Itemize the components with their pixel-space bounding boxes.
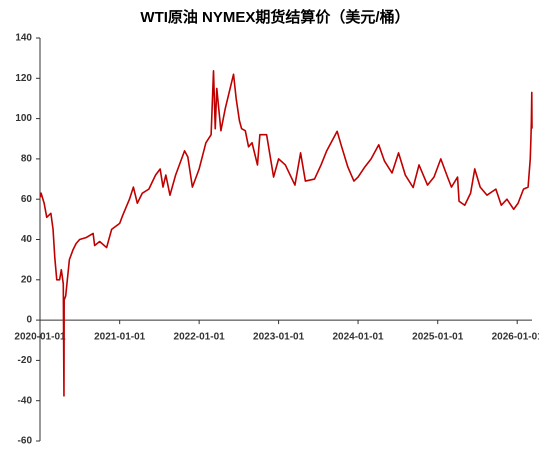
y-tick-label: 120 [15,73,32,84]
y-tick-label: 140 [15,33,32,44]
y-tick-label: 60 [21,194,33,205]
price-line [39,70,533,397]
x-tick-label: 2022-01-01 [174,332,226,343]
y-tick-label: 0 [26,315,32,326]
y-tick-label: -60 [18,436,33,447]
x-tick-label: 2020-01-01 [14,332,66,343]
y-tick-label: 20 [21,274,33,285]
y-tick-label: 40 [21,234,33,245]
x-tick-label: 2025-01-01 [412,332,464,343]
x-tick-label: 2024-01-01 [332,332,384,343]
x-tick-label: 2021-01-01 [94,332,146,343]
y-tick-label: -20 [18,355,33,366]
y-tick-label: 100 [15,113,32,124]
x-tick-label: 2026-01-01 [492,332,539,343]
x-tick-label: 2023-01-01 [253,332,305,343]
chart-title: WTI原油 NYMEX期货结算价（美元/桶） [140,8,409,26]
y-tick-label: 80 [21,154,33,165]
y-tick-label: -40 [18,395,33,406]
